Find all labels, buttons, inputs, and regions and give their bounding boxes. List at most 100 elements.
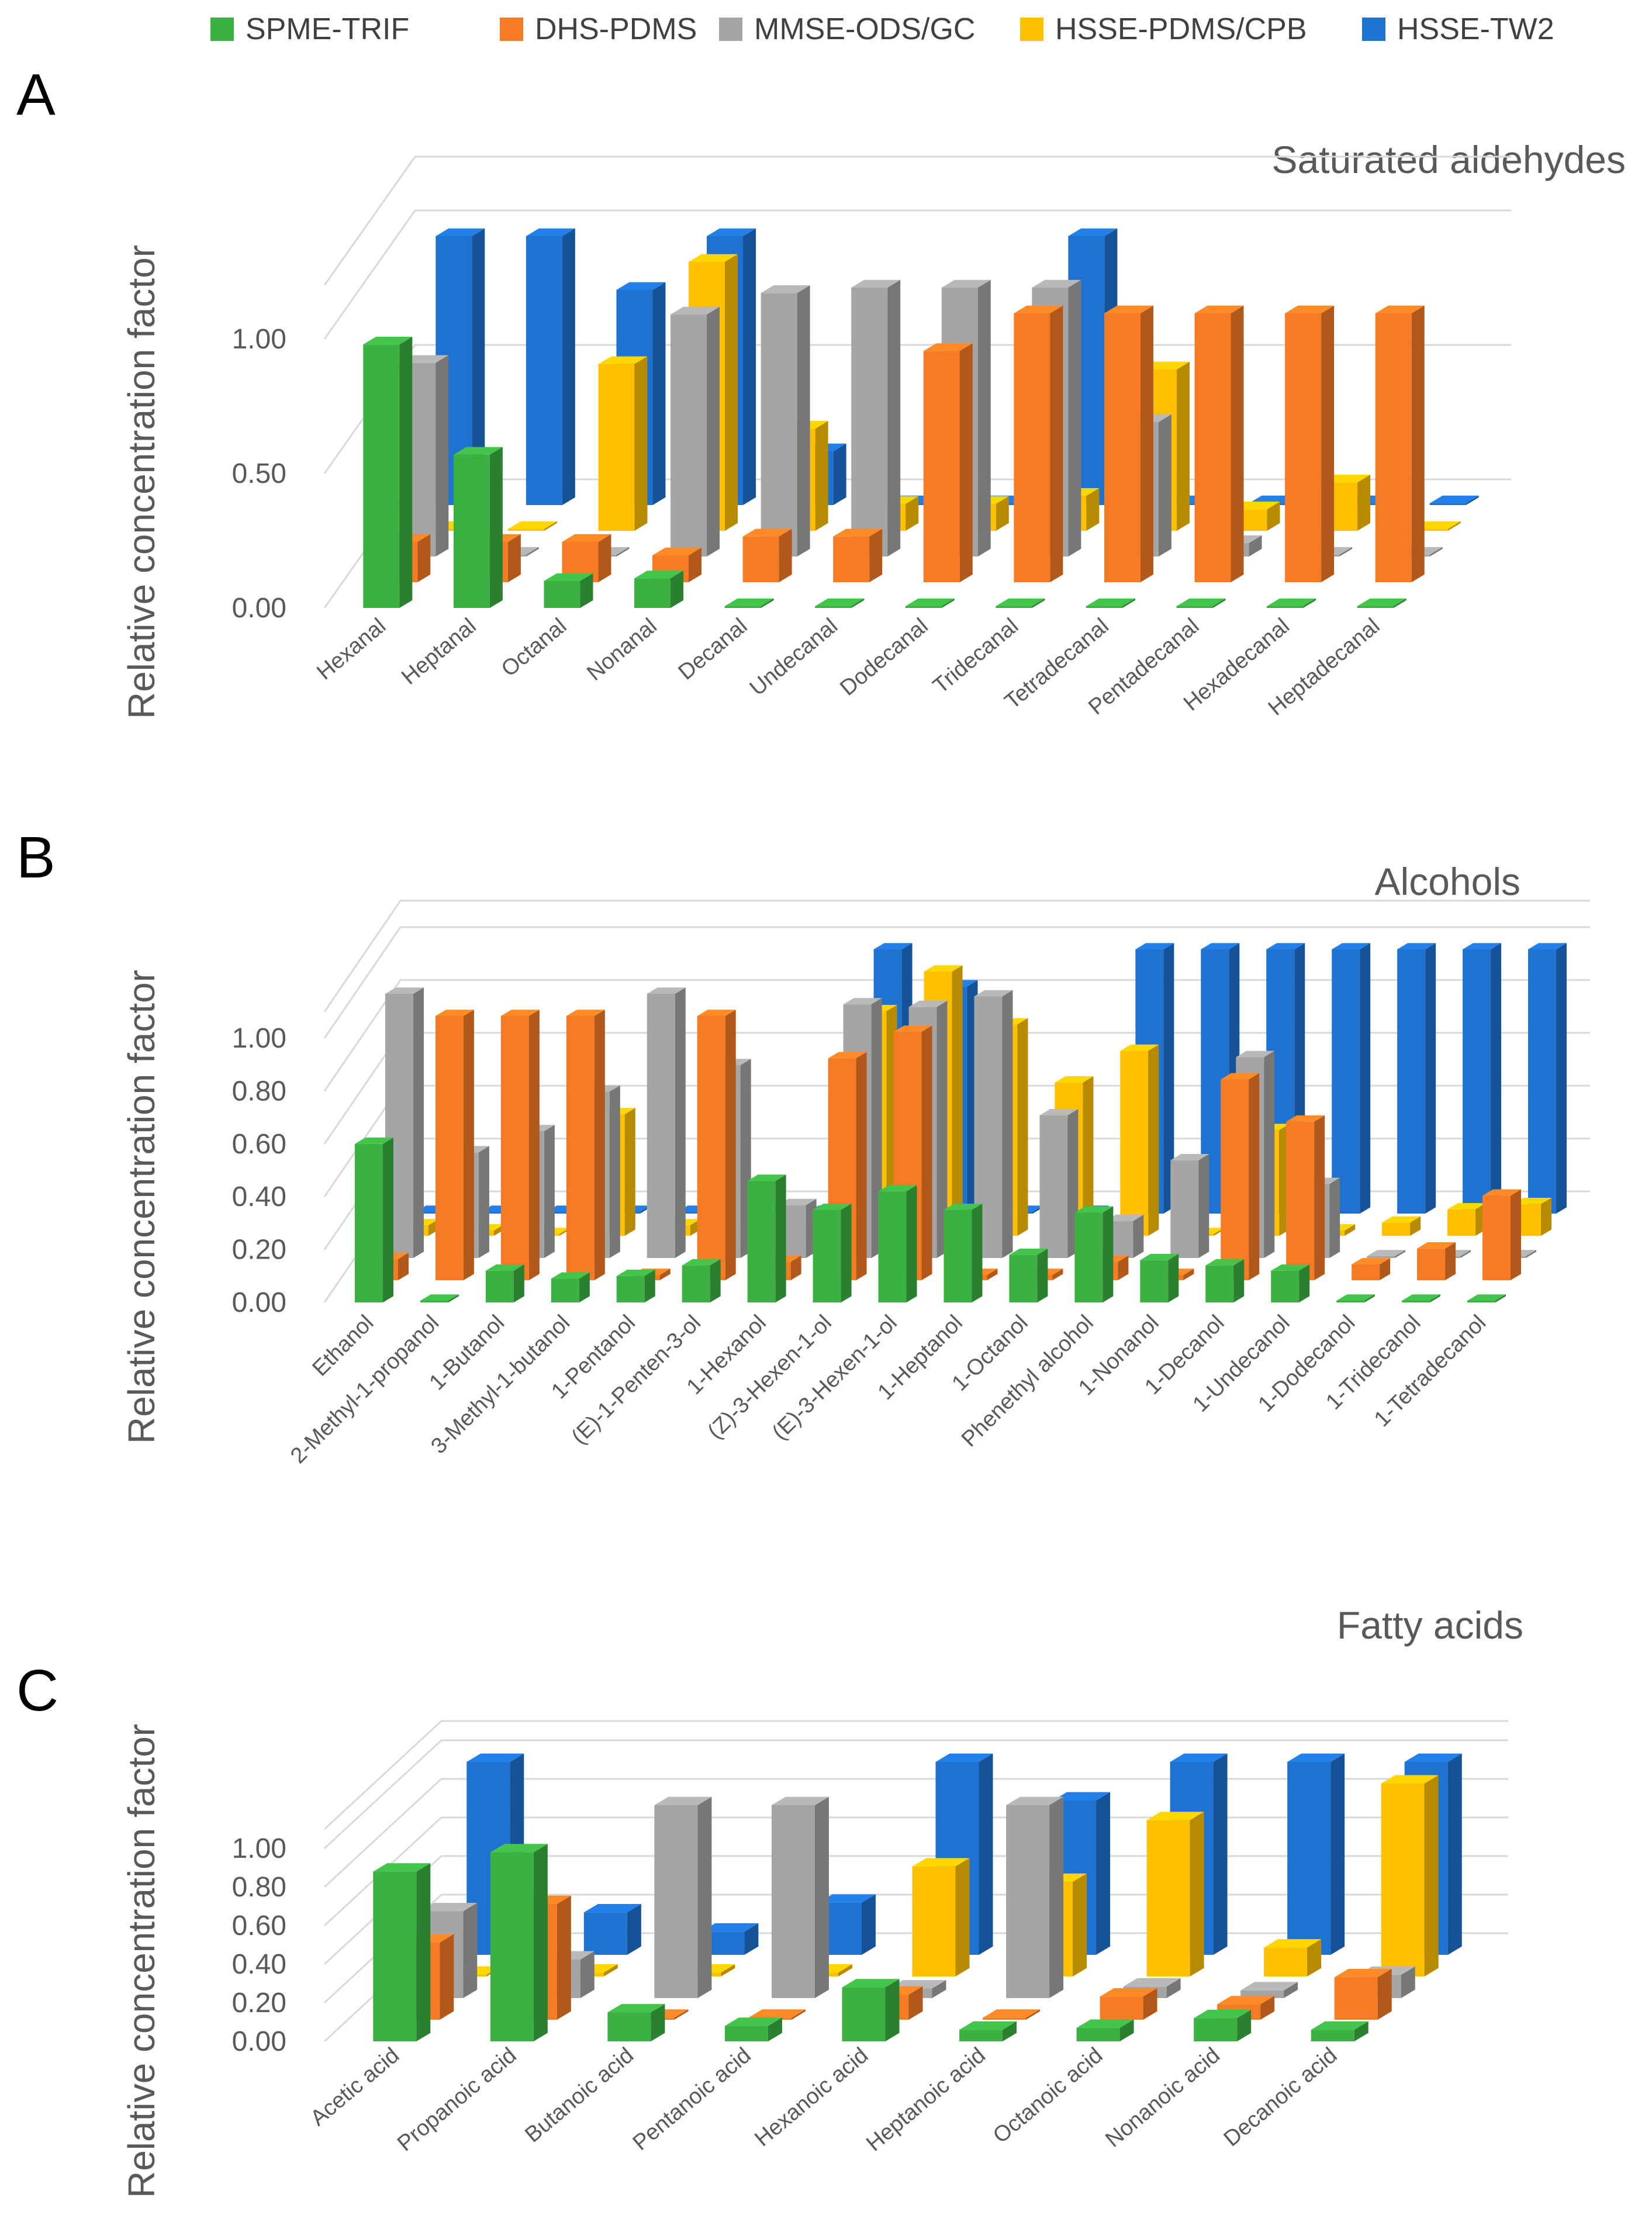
bar-front [363,344,400,608]
bar-side [1345,1224,1356,1236]
bar-front [1170,1160,1199,1258]
bar-front [544,581,580,608]
bar-front [1205,1265,1234,1302]
bar-top [943,1204,983,1210]
bar-side [440,1934,454,2020]
bar-top [724,598,774,606]
bar-side [775,1174,786,1302]
bar-side [1511,1189,1522,1280]
bar-side [1284,1982,1298,1998]
bar-side [1329,1177,1340,1258]
bar-top [485,1264,524,1271]
bar-hexanoic-acid-hsse-pdms-cpb [912,1858,970,1976]
bar-top [1217,1996,1275,2005]
bar-front [500,1016,529,1280]
bar-top [453,447,503,455]
legend-label: SPME-TRIF [246,12,410,46]
bar-top [1100,1988,1157,1997]
bar-top [1266,943,1305,949]
bar-top [1287,1753,1345,1762]
bar-side [544,521,557,531]
bar-top [724,2017,782,2026]
bar-top [1170,1753,1228,1762]
bar-top [689,254,738,262]
bar-side [675,987,686,1258]
bar-side [707,306,720,557]
x-tick-label: Undecanal [745,614,842,701]
bar-side [652,282,666,505]
bar-front [481,1212,509,1214]
bar-1-nonanol-spme-trif [1140,1253,1179,1302]
x-tick-label: Octanoic acid [989,2043,1107,2148]
bar-butanoic-acid-mmse-ods-gc [654,1796,712,1998]
bar-front [1086,606,1122,608]
bar-top [833,528,883,537]
bar-top [1336,1294,1375,1301]
bar-top [1176,598,1226,606]
bar-top [842,1979,900,1988]
bar-side [1163,943,1174,1214]
bar-side [1231,305,1244,582]
bar-top [761,285,810,293]
bar-top [466,1753,524,1762]
bar-side [797,285,810,557]
bar-side [743,228,756,505]
gridline [323,900,1590,1012]
bar-top [1240,1982,1298,1990]
bar-1-tridecanol-hsse-tw2 [1463,943,1502,1214]
legend-item-spme-trif: SPME-TRIF [210,12,409,47]
bar-front [983,2017,1027,2020]
bar-side [413,987,424,1258]
bar-acetic-acid-spme-trif [373,1863,431,2041]
bar-top [1086,598,1135,606]
bar-front [1336,1301,1365,1302]
bar-decanal-mmse-ods-gc [761,285,810,557]
bar-front [1528,949,1557,1214]
bar-front [485,1270,514,1302]
legend-swatch [210,18,234,41]
bar-side [815,421,828,531]
bar-side [1143,1988,1157,2020]
bar-top [843,998,882,1005]
bar-front [453,454,490,608]
x-tick-label: Hexanal [312,614,390,685]
bar-1-tridecanol-spme-trif [1402,1294,1441,1302]
bar-front [682,1265,710,1302]
bar-side [580,573,593,608]
legend-swatch [1020,18,1043,41]
bar-hexadecanal-dhs-pdms [1285,305,1335,582]
bar-side [861,1894,876,1955]
x-tick-label: Decanal [674,614,752,685]
bar-side [856,1052,867,1280]
bar-front [851,288,888,557]
bar-side [1303,598,1316,608]
bar-top [813,1204,852,1210]
bar-top [747,1174,786,1181]
chart-panel-b: 0.000.200.400.600.801.00Ethanol2-Methyl-… [232,900,1590,1468]
bar-side [1339,547,1353,557]
bar-side [791,2009,806,2020]
bar-1-undecanol-dhs-pdms [1286,1115,1325,1280]
bar-top [616,282,666,290]
bar-side [598,534,611,582]
bar-front [526,236,562,505]
bar-heptanoic-acid-mmse-ods-gc [1006,1796,1064,1998]
bar-top [363,337,413,345]
bar-top [566,1010,605,1016]
bar-front [1074,1212,1103,1302]
bar-decanal-spme-trif [724,598,774,608]
bar-top [1352,1258,1391,1264]
bar-front [583,1912,627,1955]
bar-side [1198,1153,1209,1258]
bar-top [1397,943,1436,949]
bar-1-undecanol-hsse-tw2 [1332,943,1371,1214]
bar-side [1411,305,1425,582]
bar-side [399,337,413,608]
bar-top [1402,1294,1441,1301]
bar-front [1271,1270,1300,1302]
bar-side [952,965,963,1236]
bar-side [979,1753,993,1955]
x-tick-label: Dodecanal [835,614,932,701]
bar-side [1050,305,1063,582]
bar-1-tetradecanol-dhs-pdms [1482,1189,1522,1280]
